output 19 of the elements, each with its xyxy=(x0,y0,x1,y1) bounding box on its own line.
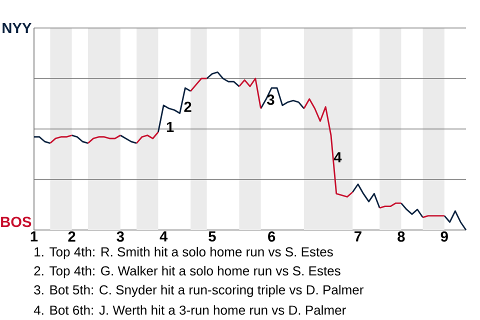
text: 3. Bot 5th: C. Snyder hit a run-scoring triple vs D. Palmer xyxy=(34,284,364,298)
x-tick-label: 4 xyxy=(160,231,168,242)
text: 2. Top 4th: G. Walker hit a solo home run vs S. Estes xyxy=(34,266,340,278)
text: 1. Top 4th: R. Smith hit a solo home run vs S. Estes xyxy=(34,246,333,260)
annotation: 2 xyxy=(184,102,192,112)
text: NYY xyxy=(2,22,32,34)
text: BOS xyxy=(1,216,32,228)
x-tick-label: 6 xyxy=(268,231,276,242)
x-tick-label: 2 xyxy=(68,231,76,242)
annotation: 3 xyxy=(267,94,274,105)
x-tick-label: 5 xyxy=(208,231,216,242)
x-tick-label: 7 xyxy=(354,231,362,242)
x-tick-label: 9 xyxy=(440,231,448,242)
annotation: 4 xyxy=(334,152,342,162)
text: 4. Bot 6th: J. Werth hit a 3-run home run vs D. Palmer xyxy=(34,305,346,315)
annotation: 1 xyxy=(166,122,174,132)
x-tick-label: 1 xyxy=(30,231,38,242)
x-tick-label: 3 xyxy=(116,231,124,242)
x-tick-label: 8 xyxy=(398,231,405,242)
